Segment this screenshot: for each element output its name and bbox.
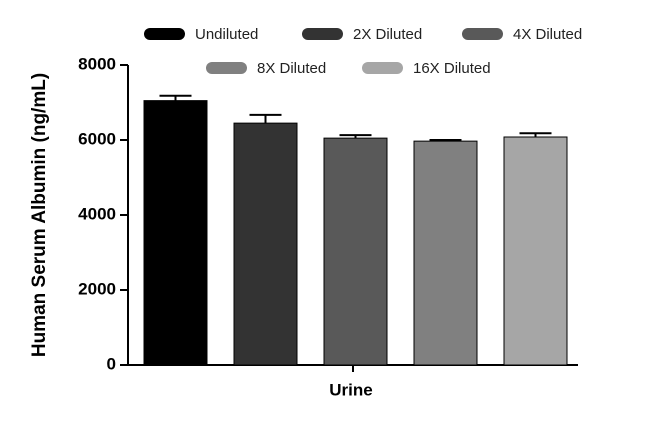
legend-swatch: [206, 62, 247, 74]
y-tick-label: 2000: [78, 279, 116, 298]
legend-label: 8X Diluted: [257, 60, 326, 77]
y-axis-label: Human Serum Albumin (ng/mL): [29, 73, 50, 357]
legend-label: 16X Diluted: [413, 60, 491, 77]
legend-swatch: [302, 28, 343, 40]
bar: [233, 122, 298, 366]
x-tick-label: Urine: [329, 380, 372, 399]
legend-label: Undiluted: [195, 26, 258, 43]
bar: [323, 137, 388, 366]
bar: [413, 140, 478, 366]
legend-swatch: [362, 62, 403, 74]
legend-label: 2X Diluted: [353, 26, 422, 43]
y-tick-label: 0: [107, 354, 116, 373]
bar: [143, 100, 208, 366]
y-tick-label: 8000: [78, 54, 116, 73]
legend-swatch: [144, 28, 185, 40]
y-tick-label: 4000: [78, 204, 116, 223]
y-tick-label: 6000: [78, 129, 116, 148]
bar: [503, 136, 568, 366]
legend-swatch: [462, 28, 503, 40]
legend-label: 4X Diluted: [513, 26, 582, 43]
